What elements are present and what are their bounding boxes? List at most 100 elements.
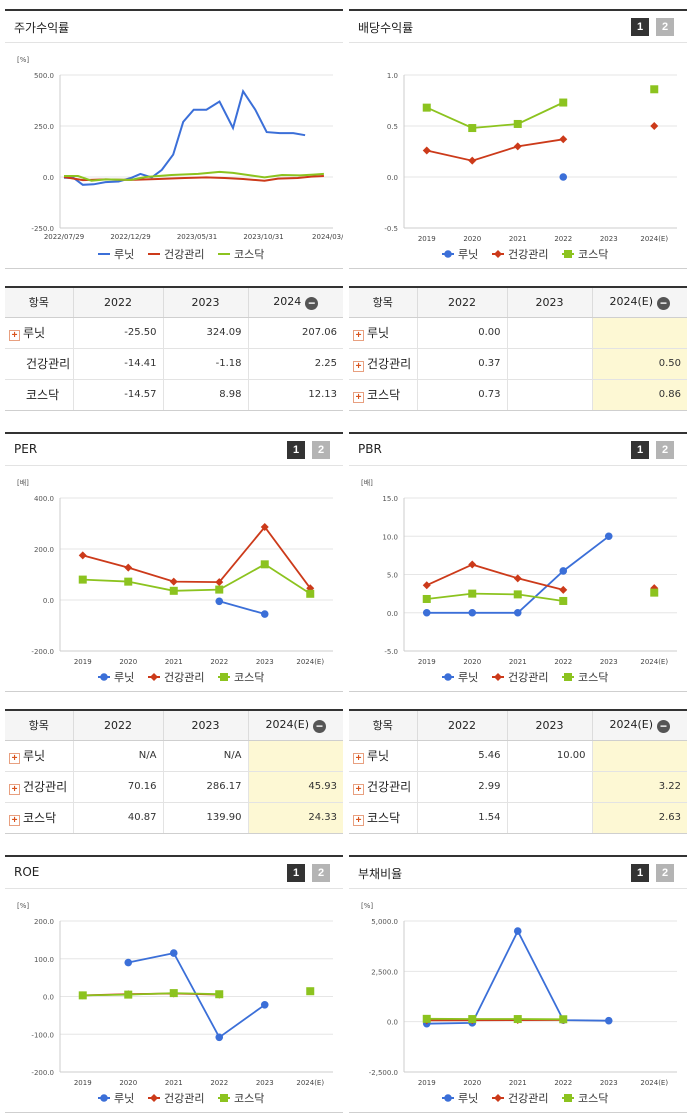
plus-icon[interactable]: + bbox=[9, 784, 20, 795]
y-unit-label: [%] bbox=[361, 902, 373, 910]
x-tick-label: 2019 bbox=[418, 1079, 436, 1087]
data-point bbox=[559, 1015, 568, 1024]
x-tick-label: 2022/12/29 bbox=[110, 233, 150, 241]
page-1-button[interactable]: 1 bbox=[631, 18, 649, 36]
minus-icon[interactable]: − bbox=[305, 296, 319, 310]
x-tick-label: 2019 bbox=[418, 235, 436, 243]
page-1-button[interactable]: 1 bbox=[631, 864, 649, 882]
data-point bbox=[169, 577, 178, 586]
table-cell: 10.00 bbox=[507, 740, 593, 772]
legend-label: 코스닥 bbox=[578, 1092, 608, 1105]
table-row: + 건강관리 0.37 0.50 bbox=[349, 348, 687, 380]
x-tick-label: 2023/05/31 bbox=[177, 233, 217, 241]
y-tick-label: 0.0 bbox=[387, 1019, 398, 1027]
plus-icon[interactable]: + bbox=[353, 784, 364, 795]
column-header: 2022 bbox=[417, 710, 508, 741]
x-tick-label: 2022 bbox=[554, 1079, 572, 1087]
y-unit-label: [배] bbox=[17, 478, 29, 487]
data-point bbox=[215, 578, 224, 587]
y-tick-label: 100.0 bbox=[34, 956, 54, 964]
table-cell: N/A bbox=[73, 740, 164, 772]
row-label: + 코스닥 bbox=[5, 802, 74, 834]
x-tick-label: 2024(E) bbox=[640, 658, 668, 666]
legend-label: 루닛 bbox=[114, 671, 134, 684]
page-1-button[interactable]: 1 bbox=[287, 864, 305, 882]
table-cell: 2.99 bbox=[417, 771, 508, 803]
dividend-chart: 1.0 0.5 0.0 -0.5 2019 2020 2021 2022 2023 2024(E)… bbox=[384, 72, 677, 261]
plus-icon[interactable]: + bbox=[353, 392, 364, 403]
row-label: + 건강관리 bbox=[349, 771, 418, 803]
x-tick-label: 2023 bbox=[256, 658, 274, 666]
data-point bbox=[124, 577, 133, 586]
legend-label: 코스닥 bbox=[234, 671, 264, 684]
plus-icon[interactable]: + bbox=[9, 753, 20, 764]
pbr-panel: PBR 1 2 [배] 15.0 10.0 5.0 0.0 -5.0 2019 2020 202… bbox=[349, 432, 687, 692]
data-point bbox=[468, 124, 477, 133]
data-point bbox=[260, 1001, 269, 1009]
plus-icon[interactable]: + bbox=[353, 330, 364, 341]
table-row: + 루닛 -25.50 324.09 207.06 bbox=[5, 317, 343, 349]
legend-label: 루닛 bbox=[114, 248, 134, 261]
data-point bbox=[650, 584, 659, 593]
data-point bbox=[215, 990, 224, 999]
table-cell bbox=[507, 379, 593, 411]
y-tick-label: 0.0 bbox=[387, 610, 398, 618]
y-tick-label: -0.5 bbox=[384, 225, 398, 233]
legend-marker bbox=[150, 673, 158, 681]
legend-label: 루닛 bbox=[114, 1092, 134, 1105]
table-cell: -1.18 bbox=[163, 348, 249, 380]
data-point bbox=[559, 567, 568, 575]
plus-icon[interactable]: + bbox=[353, 753, 364, 764]
y-tick-label: -200.0 bbox=[31, 1069, 54, 1077]
row-label: + 루닛 bbox=[349, 740, 418, 772]
legend-label: 루닛 bbox=[458, 671, 478, 684]
page-2-button[interactable]: 2 bbox=[656, 864, 674, 882]
panel-title: PBR bbox=[358, 442, 382, 456]
data-point bbox=[513, 119, 522, 128]
x-tick-label: 2023 bbox=[600, 235, 618, 243]
data-point bbox=[559, 173, 568, 181]
x-tick-label: 2021 bbox=[165, 1079, 183, 1087]
x-tick-label: 2022 bbox=[210, 1079, 228, 1087]
page-1-button[interactable]: 1 bbox=[631, 441, 649, 459]
y-tick-label: -5.0 bbox=[384, 648, 398, 656]
minus-icon[interactable]: − bbox=[657, 719, 671, 733]
x-tick-label: 2020 bbox=[463, 1079, 481, 1087]
plus-icon[interactable]: + bbox=[353, 815, 364, 826]
page-2-button[interactable]: 2 bbox=[312, 441, 330, 459]
data-point bbox=[169, 586, 178, 595]
page-2-button[interactable]: 2 bbox=[312, 864, 330, 882]
series-line bbox=[219, 600, 266, 615]
plus-icon[interactable]: + bbox=[9, 330, 20, 341]
page-1-button[interactable]: 1 bbox=[287, 441, 305, 459]
x-tick-label: 2024(E) bbox=[640, 235, 668, 243]
plus-icon[interactable]: + bbox=[9, 815, 20, 826]
data-point bbox=[650, 588, 659, 597]
table-cell: 2.25 bbox=[248, 348, 343, 380]
column-header: 2023 bbox=[507, 287, 593, 318]
legend-label: 코스닥 bbox=[578, 671, 608, 684]
x-tick-label: 2024/03/2 bbox=[312, 233, 343, 241]
data-point bbox=[306, 589, 315, 598]
table-cell: 5.46 bbox=[417, 740, 508, 772]
data-point bbox=[78, 991, 87, 1000]
x-tick-label: 2022 bbox=[554, 658, 572, 666]
x-tick-label: 2022/07/29 bbox=[44, 233, 84, 241]
plus-icon[interactable]: + bbox=[353, 361, 364, 372]
data-point bbox=[513, 1015, 522, 1024]
legend-label: 루닛 bbox=[458, 248, 478, 261]
data-point bbox=[604, 1016, 613, 1025]
x-tick-label: 2021 bbox=[165, 658, 183, 666]
series-line bbox=[82, 525, 312, 589]
minus-icon[interactable]: − bbox=[313, 719, 327, 733]
column-header: 2024(E) − bbox=[592, 287, 687, 318]
page-2-button[interactable]: 2 bbox=[656, 18, 674, 36]
minus-icon[interactable]: − bbox=[657, 296, 671, 310]
column-header: 항목 bbox=[5, 710, 74, 741]
data-point bbox=[215, 1033, 224, 1042]
page-2-button[interactable]: 2 bbox=[656, 441, 674, 459]
data-point bbox=[215, 585, 224, 594]
x-tick-label: 2024(E) bbox=[640, 1079, 668, 1087]
y-tick-label: 500.0 bbox=[34, 72, 54, 80]
y-tick-label: 5.0 bbox=[387, 572, 398, 580]
